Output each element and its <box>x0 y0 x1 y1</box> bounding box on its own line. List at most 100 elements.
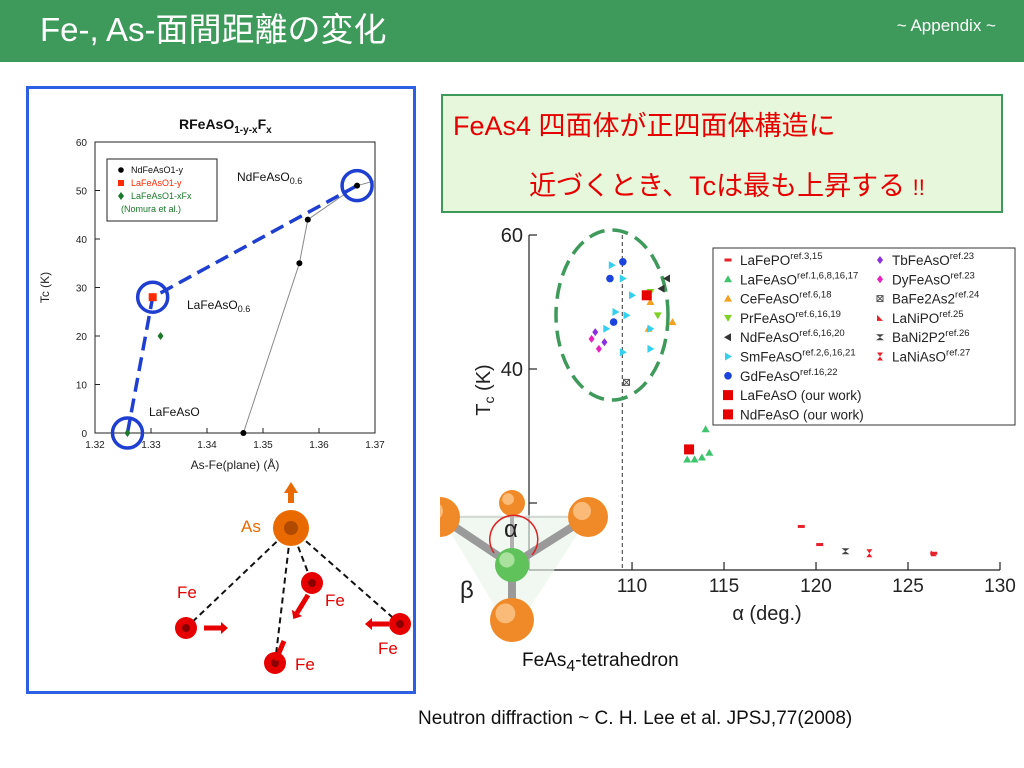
x-tick-label: 125 <box>892 576 924 597</box>
bond-diagram: As Fe Fe Fe Fe <box>175 482 411 674</box>
legend-marker <box>723 390 733 401</box>
legend-marker <box>118 167 124 173</box>
y-tick-label: 60 <box>76 138 88 149</box>
slide-title: Fe-, As-面間距離の変化 <box>40 11 387 48</box>
data-point <box>653 312 662 320</box>
as-ball-highlight <box>495 603 516 624</box>
data-point <box>603 324 611 333</box>
chart-title: RFeAsO1-y-xFx <box>179 116 272 136</box>
data-point <box>619 274 627 283</box>
data-point <box>683 455 692 463</box>
title-mid: F <box>258 116 267 132</box>
legend-label: PrFeAsOref.6,16,19 <box>740 309 841 326</box>
legend-label: NdFeAsO (our work) <box>740 407 864 422</box>
left-panel: RFeAsO1-y-xFx 0 10 20 30 40 50 60 1.32 1.33 1.34 1.… <box>26 86 416 694</box>
legend-ref: ref.27 <box>946 348 970 359</box>
as-arrow-head <box>284 482 298 493</box>
annotation-sub: 0.6 <box>238 304 251 314</box>
legend-marker <box>876 295 884 303</box>
legend-label: LaFePOref.3,15 <box>740 251 823 268</box>
highlight-circle <box>135 280 170 314</box>
highlight-ellipse <box>554 228 670 402</box>
data-point <box>816 543 824 547</box>
legend-box <box>712 247 1016 426</box>
legend-label: LaFeAsO1-xFx <box>131 191 192 201</box>
fe-label: Fe <box>295 655 315 674</box>
bond-line <box>185 527 292 629</box>
y-tick-label: 60 <box>501 225 523 247</box>
legend-ref: ref.24 <box>955 290 979 301</box>
fe-atom-core <box>308 579 316 587</box>
data-point <box>662 274 670 283</box>
y-axis-label: Tc (K) <box>473 364 497 415</box>
legend-label: NdFeAsOref.6,16,20 <box>740 328 845 345</box>
data-point <box>629 291 637 300</box>
legend-name: DyFeAsO <box>892 272 951 287</box>
left-figure: RFeAsO1-y-xFx 0 10 20 30 40 50 60 1.32 1.33 1.34 1.… <box>38 116 411 674</box>
data-point <box>697 453 706 461</box>
legend-name: NdFeAsO <box>740 330 799 345</box>
data-point <box>612 308 620 317</box>
legend-name: SmFeAsO <box>740 350 802 365</box>
legend-label: (Nomura et al.) <box>121 204 181 214</box>
x-axis-label: α (deg.) <box>732 603 801 625</box>
legend-ref: ref.1,6,8,16,17 <box>797 270 858 281</box>
legend-ref: ref.6,16,20 <box>799 328 844 339</box>
y-tick-label: 40 <box>501 359 523 381</box>
legend-name: BaNi2P2 <box>892 330 945 345</box>
y-tick-label: 50 <box>76 187 88 198</box>
legend-name: NdFeAsO (our work) <box>740 407 864 422</box>
title-bar: Fe-, As-面間距離の変化 ~ Appendix ~ <box>0 0 1024 62</box>
legend-box <box>106 158 218 222</box>
y-label-sub: c <box>481 397 497 404</box>
legend-name: LaFePO <box>740 253 790 268</box>
legend-label: LaNiAsOref.27 <box>892 348 970 365</box>
x-tick-label: 130 <box>984 576 1016 597</box>
point-annotation: LaFeAsO <box>149 405 200 419</box>
as-ball-highlight <box>502 493 514 505</box>
legend-marker <box>877 275 883 284</box>
legend-name: PrFeAsO <box>740 311 796 326</box>
fe-atom-core <box>396 620 404 628</box>
y-label-tail: (K) <box>473 364 495 396</box>
legend-ref: ref.2,6,16,21 <box>802 348 855 359</box>
as-ball-highlight <box>440 504 443 518</box>
data-point <box>601 338 608 347</box>
x-tick-label: 1.33 <box>141 440 161 451</box>
as-ball-highlight <box>573 502 591 520</box>
legend-marker <box>877 256 883 264</box>
legend-marker <box>724 275 732 283</box>
alpha-label: α <box>504 516 518 543</box>
data-point <box>646 298 655 305</box>
legend-marker <box>724 258 732 262</box>
data-point <box>668 318 677 326</box>
data-point <box>304 216 311 223</box>
point-annotation: NdFeAsO0.6 <box>237 170 302 186</box>
caption-subscript: 4 <box>566 657 576 675</box>
legend-label: CeFeAsOref.6,18 <box>740 290 832 307</box>
data-point <box>623 311 631 320</box>
legend-label: BaFe2As2ref.24 <box>892 290 979 307</box>
as-atom-core <box>284 521 298 535</box>
legend-name: LaFeAsO (our work) <box>740 388 862 403</box>
note-box: FeAs4 四面体が正四面体構造に 近づくとき、Tcは最も上昇する !! <box>441 94 1003 213</box>
legend: LaFePOref.3,15 LaFeAsOref.1,6,8,16,17 CeFe… <box>712 247 1016 426</box>
x-tick-label: 1.37 <box>365 440 385 451</box>
x-tick-label: 110 <box>617 576 647 597</box>
fe-arrow-head <box>291 609 303 619</box>
caption-main: FeAs <box>522 650 567 671</box>
data-point <box>148 293 157 302</box>
data-point <box>157 332 164 340</box>
legend-marker <box>118 180 124 186</box>
x-axis-label: As-Fe(plane) (Å) <box>191 457 280 472</box>
data-point <box>684 444 695 455</box>
data-point <box>841 548 850 555</box>
data-point <box>701 425 710 433</box>
legend-name: LaFeAsO <box>740 272 797 287</box>
title-main: RFeAsO <box>179 116 234 132</box>
x-tick-label: 1.34 <box>197 440 217 451</box>
fe-arrow <box>294 593 311 615</box>
data-point <box>588 334 595 343</box>
title-sub-1: 1-y-x <box>234 125 258 136</box>
tetrahedron-caption: FeAs4-tetrahedron <box>522 650 679 676</box>
